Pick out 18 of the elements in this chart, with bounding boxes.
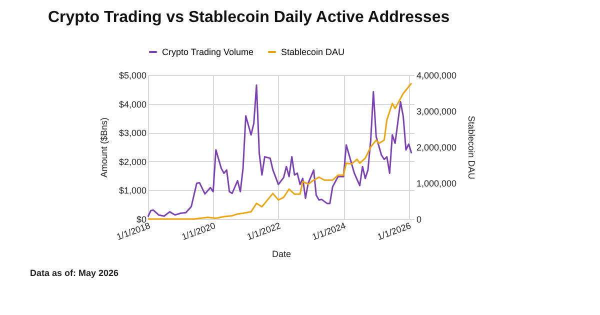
legend-label: Crypto Trading Volume [162,47,254,57]
y-tick-label: $2,000 [118,156,146,167]
chart-title: Crypto Trading vs Stablecoin Daily Active Addresses [48,9,450,26]
y2-tick-label: 3,000,000 [416,106,457,116]
x-axis-title: Date [272,248,292,259]
y2-tick-label: 0 [416,214,422,224]
y-axis-title: Amount ($Bns) [98,117,109,178]
y-tick-label: $4,000 [118,99,146,110]
text: Data as of: May 2026 [30,268,119,278]
y2-tick-label: 4,000,000 [416,70,457,80]
y-tick-label: $3,000 [118,128,146,138]
y-tick-label: $5,000 [118,70,146,80]
y2-tick-label: 2,000,000 [416,142,457,152]
y-tick-label: $0 [136,214,146,224]
legend-label: Stablecoin DAU [281,47,345,57]
y2-tick-label: 1,000,000 [416,178,457,188]
y-tick-label: $1,000 [118,186,146,196]
y2-axis-title: Stablecoin DAU [466,116,477,180]
